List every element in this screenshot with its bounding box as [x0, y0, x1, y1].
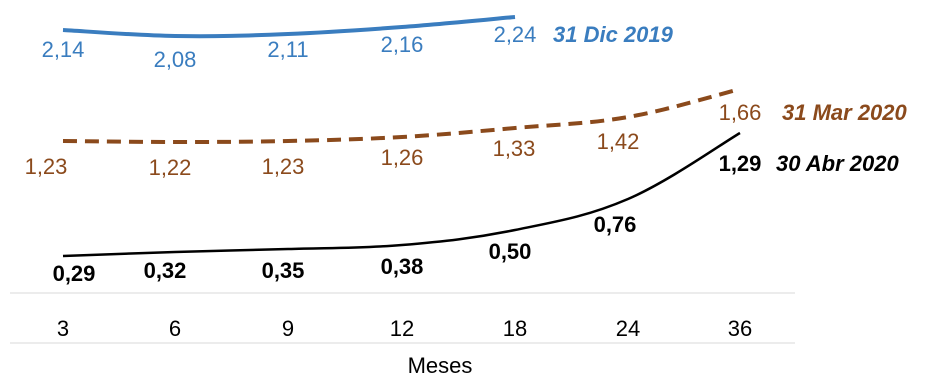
series-line — [62, 87, 741, 145]
series-line — [62, 15, 516, 39]
data-label: 1,29 — [719, 151, 762, 176]
data-label: 1,26 — [381, 145, 424, 170]
series-0: 2,14 2,08 2,11 2,16 2,24 31 Dic 2019 — [42, 15, 674, 72]
x-tick-label: 36 — [728, 316, 752, 341]
data-label: 0,38 — [381, 254, 424, 279]
x-tick-label: 24 — [616, 316, 640, 341]
x-tick-label: 3 — [57, 316, 69, 341]
data-label: 0,32 — [144, 258, 187, 283]
data-label: 1,23 — [25, 154, 68, 179]
data-label: 1,22 — [149, 155, 192, 180]
data-label: 2,08 — [154, 47, 197, 72]
data-label: 2,14 — [42, 37, 85, 62]
data-label: 1,42 — [597, 129, 640, 154]
x-tick-label: 12 — [390, 316, 414, 341]
series-1: 1,23 1,22 1,23 1,26 1,33 1,42 1,66 31 Mar 2020 — [25, 87, 908, 180]
data-label: 2,24 — [494, 22, 537, 47]
x-tick-label: 6 — [169, 316, 181, 341]
series-name-label: 31 Dic 2019 — [553, 22, 674, 47]
data-label: 1,23 — [262, 154, 305, 179]
data-label: 2,11 — [267, 37, 308, 62]
x-axis-title: Meses — [408, 353, 473, 376]
series-name-label: 31 Mar 2020 — [782, 100, 908, 125]
series-line — [62, 131, 741, 258]
series-name-label: 30 Abr 2020 — [776, 151, 899, 176]
data-label: 0,29 — [53, 261, 96, 286]
x-tick-labels: 3 6 9 12 18 24 36 — [57, 316, 752, 341]
data-label: 0,35 — [262, 258, 305, 283]
series-2: 0,29 0,32 0,35 0,38 0,50 0,76 1,29 30 Abr 2020 — [53, 131, 899, 286]
data-label: 1,66 — [719, 100, 762, 125]
data-label: 1,33 — [493, 136, 536, 161]
data-label: 2,16 — [381, 32, 424, 57]
x-tick-label: 9 — [282, 316, 294, 341]
data-label: 0,50 — [489, 239, 532, 264]
x-tick-label: 18 — [503, 316, 527, 341]
data-label: 0,76 — [594, 212, 637, 237]
